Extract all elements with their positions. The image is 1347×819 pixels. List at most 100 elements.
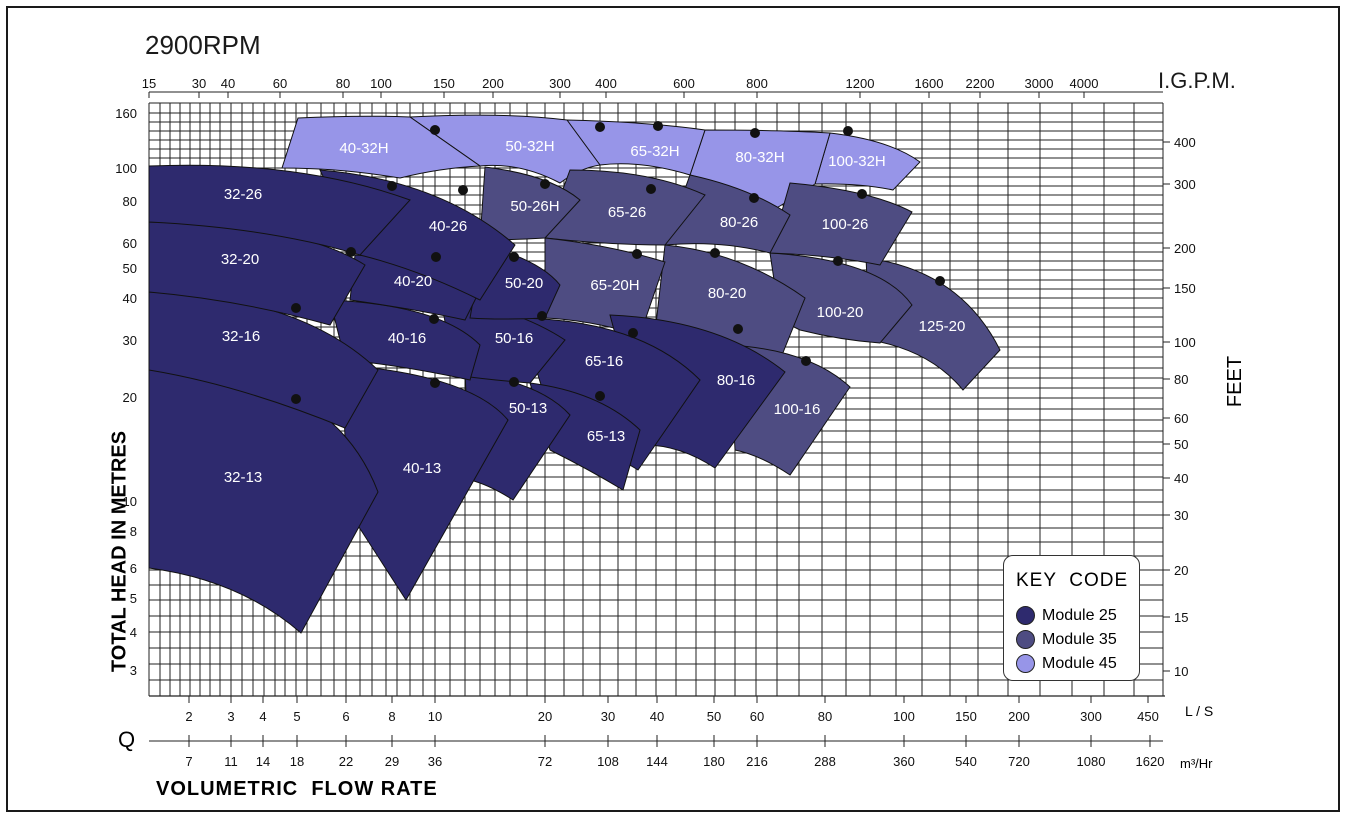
y-tick-label: 5: [130, 591, 137, 606]
y2-tick-label: 400: [1174, 135, 1196, 150]
ls-tick-label: 40: [650, 709, 664, 724]
igpm-tick-label: 2200: [966, 76, 995, 91]
y2-tick-label: 150: [1174, 281, 1196, 296]
duty-point: [632, 249, 642, 259]
duty-point: [387, 181, 397, 191]
igpm-tick-label: 60: [273, 76, 287, 91]
region-label-40-13: 40-13: [403, 460, 441, 477]
y-tick-label: 80: [123, 194, 137, 209]
m3hr-tick-label: 144: [646, 754, 668, 769]
x-axis-label: VOLUMETRIC FLOW RATE: [156, 778, 438, 800]
region-label-100-16: 100-16: [774, 401, 821, 418]
legend-swatch: [1016, 606, 1035, 625]
igpm-tick-label: 40: [221, 76, 235, 91]
y2-tick-label: 200: [1174, 241, 1196, 256]
ls-tick-label: 3: [227, 709, 234, 724]
m3hr-unit-label: m³/Hr: [1180, 756, 1213, 771]
region-100-26: [769, 182, 913, 266]
y2-tick-label: 40: [1174, 471, 1188, 486]
m3hr-tick-label: 14: [256, 754, 270, 769]
ls-tick-label: 150: [955, 709, 977, 724]
y-tick-label: 20: [123, 390, 137, 405]
y-tick-label: 60: [123, 236, 137, 251]
y-tick-label: 10: [123, 494, 137, 509]
region-label-32-20: 32-20: [221, 251, 259, 268]
y2-tick-label: 50: [1174, 437, 1188, 452]
duty-point: [646, 184, 656, 194]
ls-tick-label: 30: [601, 709, 615, 724]
m3hr-tick-label: 1620: [1136, 754, 1165, 769]
region-label-65-13: 65-13: [587, 428, 625, 445]
ls-tick-label: 2: [185, 709, 192, 724]
m3hr-tick-label: 29: [385, 754, 399, 769]
igpm-tick-label: 200: [482, 76, 504, 91]
y2-tick-label: 20: [1174, 563, 1188, 578]
ls-tick-label: 4: [259, 709, 266, 724]
top-axis-label: I.G.P.M.: [1158, 68, 1236, 93]
igpm-tick-label: 100: [370, 76, 392, 91]
y2-axis-label: FEET: [1224, 355, 1247, 408]
region-65-20H: [544, 237, 666, 336]
region-label-50-16: 50-16: [495, 330, 533, 347]
y-tick-label: 40: [123, 291, 137, 306]
ls-tick-label: 60: [750, 709, 764, 724]
igpm-tick-label: 1200: [846, 76, 875, 91]
ls-tick-label: 50: [707, 709, 721, 724]
duty-point: [509, 377, 519, 387]
m3hr-tick-label: 540: [955, 754, 977, 769]
igpm-tick-label: 4000: [1070, 76, 1099, 91]
region-label-80-32H: 80-32H: [735, 149, 784, 166]
duty-point: [430, 125, 440, 135]
ls-tick-label: 5: [293, 709, 300, 724]
chart-frame: [6, 6, 1340, 812]
m3hr-tick-label: 11: [224, 754, 238, 769]
y-tick-label: 4: [130, 625, 137, 640]
igpm-tick-label: 1600: [915, 76, 944, 91]
duty-point: [595, 122, 605, 132]
region-32-26: [148, 164, 411, 256]
y-tick-label: 30: [123, 333, 137, 348]
legend-swatch: [1016, 630, 1035, 649]
duty-point: [749, 193, 759, 203]
region-label-80-20: 80-20: [708, 285, 746, 302]
igpm-tick-label: 400: [595, 76, 617, 91]
legend-item-45: Module 45: [1016, 654, 1117, 673]
y-axis-label: TOTAL HEAD IN METRES: [108, 430, 131, 673]
ls-tick-label: 450: [1137, 709, 1159, 724]
region-100-20: [769, 252, 913, 344]
igpm-tick-label: 150: [433, 76, 455, 91]
legend-item-35: Module 35: [1016, 630, 1117, 649]
region-label-65-26: 65-26: [608, 204, 646, 221]
duty-point: [458, 185, 468, 195]
igpm-tick-label: 300: [549, 76, 571, 91]
ls-tick-label: 80: [818, 709, 832, 724]
ls-tick-label: 200: [1008, 709, 1030, 724]
region-label-40-32H: 40-32H: [339, 140, 388, 157]
duty-point: [509, 252, 519, 262]
region-label-32-13: 32-13: [224, 469, 262, 486]
duty-point: [291, 303, 301, 313]
y2-tick-label: 80: [1174, 372, 1188, 387]
duty-point: [430, 378, 440, 388]
region-50-32H: [408, 114, 601, 184]
m3hr-tick-label: 36: [428, 754, 442, 769]
region-100-32H: [814, 132, 921, 191]
legend-swatch: [1016, 654, 1035, 673]
ls-tick-label: 10: [428, 709, 442, 724]
y2-tick-label: 30: [1174, 508, 1188, 523]
chart-title: 2900RPM: [145, 30, 261, 60]
legend-label: Module 45: [1042, 654, 1117, 672]
duty-point: [843, 126, 853, 136]
ls-tick-label: 20: [538, 709, 552, 724]
m3hr-tick-label: 180: [703, 754, 725, 769]
m3hr-tick-label: 18: [290, 754, 304, 769]
m3hr-tick-label: 288: [814, 754, 836, 769]
region-label-40-16: 40-16: [388, 330, 426, 347]
m3hr-tick-label: 108: [597, 754, 619, 769]
y-tick-label: 100: [115, 161, 137, 176]
y-tick-label: 50: [123, 261, 137, 276]
ls-tick-label: 100: [893, 709, 915, 724]
legend-item-25: Module 25: [1016, 606, 1117, 625]
duty-point: [540, 179, 550, 189]
region-label-50-32H: 50-32H: [505, 138, 554, 155]
